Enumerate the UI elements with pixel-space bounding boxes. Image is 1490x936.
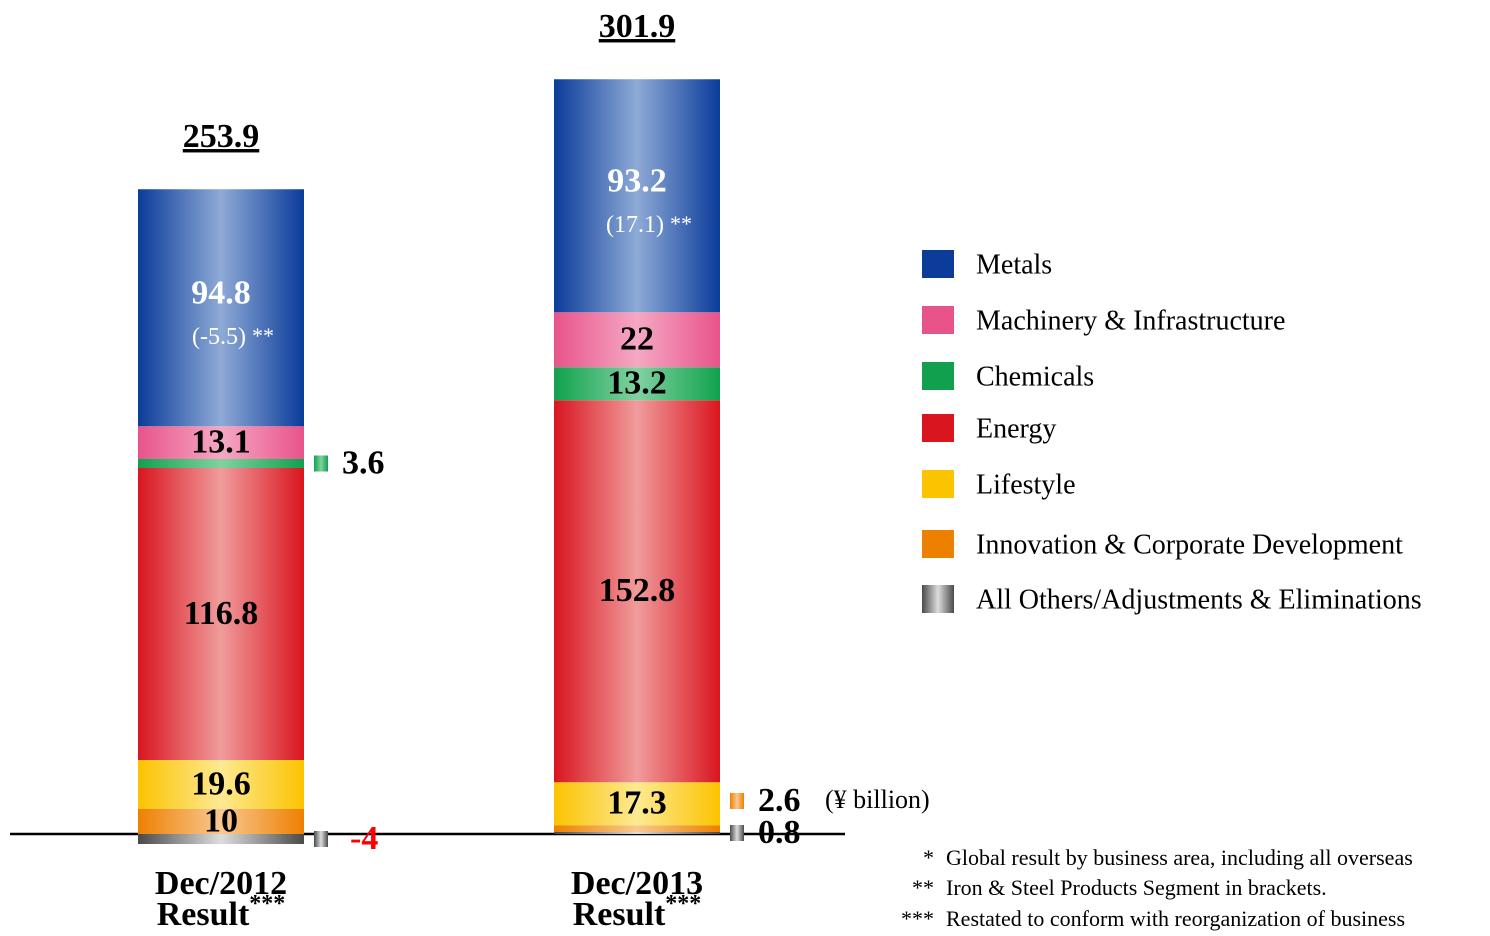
- value-label: 22: [620, 321, 654, 358]
- x-tick-label: Dec/2013: [571, 865, 703, 902]
- bracket-value: (17.1): [606, 211, 664, 237]
- result-label: Result: [157, 896, 250, 933]
- legend-label: All Others/Adjustments & Eliminations: [976, 584, 1422, 615]
- legend-swatch: [922, 414, 954, 442]
- legend-swatch: [922, 306, 954, 334]
- value-label: 152.8: [599, 572, 676, 609]
- bar-segment: [138, 426, 304, 459]
- legend-label: Lifestyle: [976, 469, 1076, 500]
- bracket-label: (17.1) **: [606, 211, 692, 237]
- value-label: 13.1: [191, 423, 251, 460]
- legend-swatch: [922, 530, 954, 558]
- value-label: 17.3: [607, 785, 667, 822]
- bar-segment: [138, 459, 304, 468]
- legend-swatch: [922, 362, 954, 390]
- legend-chip: [314, 831, 328, 847]
- value-label: 93.2: [607, 163, 667, 200]
- legend-swatch: [922, 585, 954, 613]
- bar-segment: [554, 312, 720, 368]
- bar-segment: [554, 825, 720, 832]
- legend-label: Machinery & Infrastructure: [976, 305, 1285, 336]
- legend-label: Chemicals: [976, 361, 1094, 392]
- bar-segment: [554, 832, 720, 834]
- value-label: 3.6: [342, 444, 385, 481]
- bar-segment: [138, 809, 304, 834]
- value-label: 2.6: [758, 782, 801, 819]
- footnote-marker: *: [923, 845, 934, 870]
- result-label: Result: [573, 896, 666, 933]
- bar-segment: [554, 79, 720, 313]
- legend-swatch: [922, 470, 954, 498]
- legend-chip: [314, 455, 328, 472]
- legend-label: Metals: [976, 249, 1052, 280]
- bracket-marker: **: [670, 211, 692, 236]
- legend-swatch: [922, 250, 954, 278]
- value-label: -4: [350, 820, 378, 857]
- footnote-marker: **: [912, 875, 934, 900]
- bracket-value: (-5.5): [192, 323, 246, 349]
- footnote-text: Iron & Steel Products Segment in bracket…: [946, 875, 1327, 900]
- bar-segment: [554, 367, 720, 401]
- legend-chip: [730, 825, 744, 841]
- bar-segment: [554, 400, 720, 783]
- value-label: 0.8: [758, 814, 801, 851]
- x-tick-label: Dec/2012: [155, 865, 287, 902]
- bracket-marker: **: [252, 323, 274, 348]
- result-note: ***: [665, 891, 701, 917]
- footnote-text: Restated to conform with reorganization …: [946, 906, 1405, 931]
- bar-segment: [138, 834, 304, 844]
- value-label: 94.8: [191, 275, 251, 312]
- bar-segment: [138, 189, 304, 427]
- unit-label: (¥ billion): [825, 785, 930, 814]
- x-tick-sublabel: Result***: [157, 891, 286, 933]
- value-label: 116.8: [184, 595, 259, 632]
- total-label: 253.9: [183, 118, 260, 155]
- result-note: ***: [249, 891, 285, 917]
- legend-label: Innovation & Corporate Development: [976, 529, 1403, 560]
- legend-chip: [730, 793, 744, 809]
- footnote-text: Global result by business area, includin…: [946, 845, 1413, 870]
- footnote-marker: ***: [901, 906, 934, 931]
- bar-segment: [138, 760, 304, 809]
- value-label: 13.2: [607, 365, 667, 402]
- x-tick-sublabel: Result***: [573, 891, 702, 933]
- bar-segment: [138, 468, 304, 760]
- legend-label: Energy: [976, 413, 1056, 444]
- value-label: 19.6: [191, 765, 251, 802]
- bar-segment: [554, 782, 720, 826]
- total-label: 301.9: [599, 8, 676, 45]
- bracket-label: (-5.5) **: [192, 323, 274, 349]
